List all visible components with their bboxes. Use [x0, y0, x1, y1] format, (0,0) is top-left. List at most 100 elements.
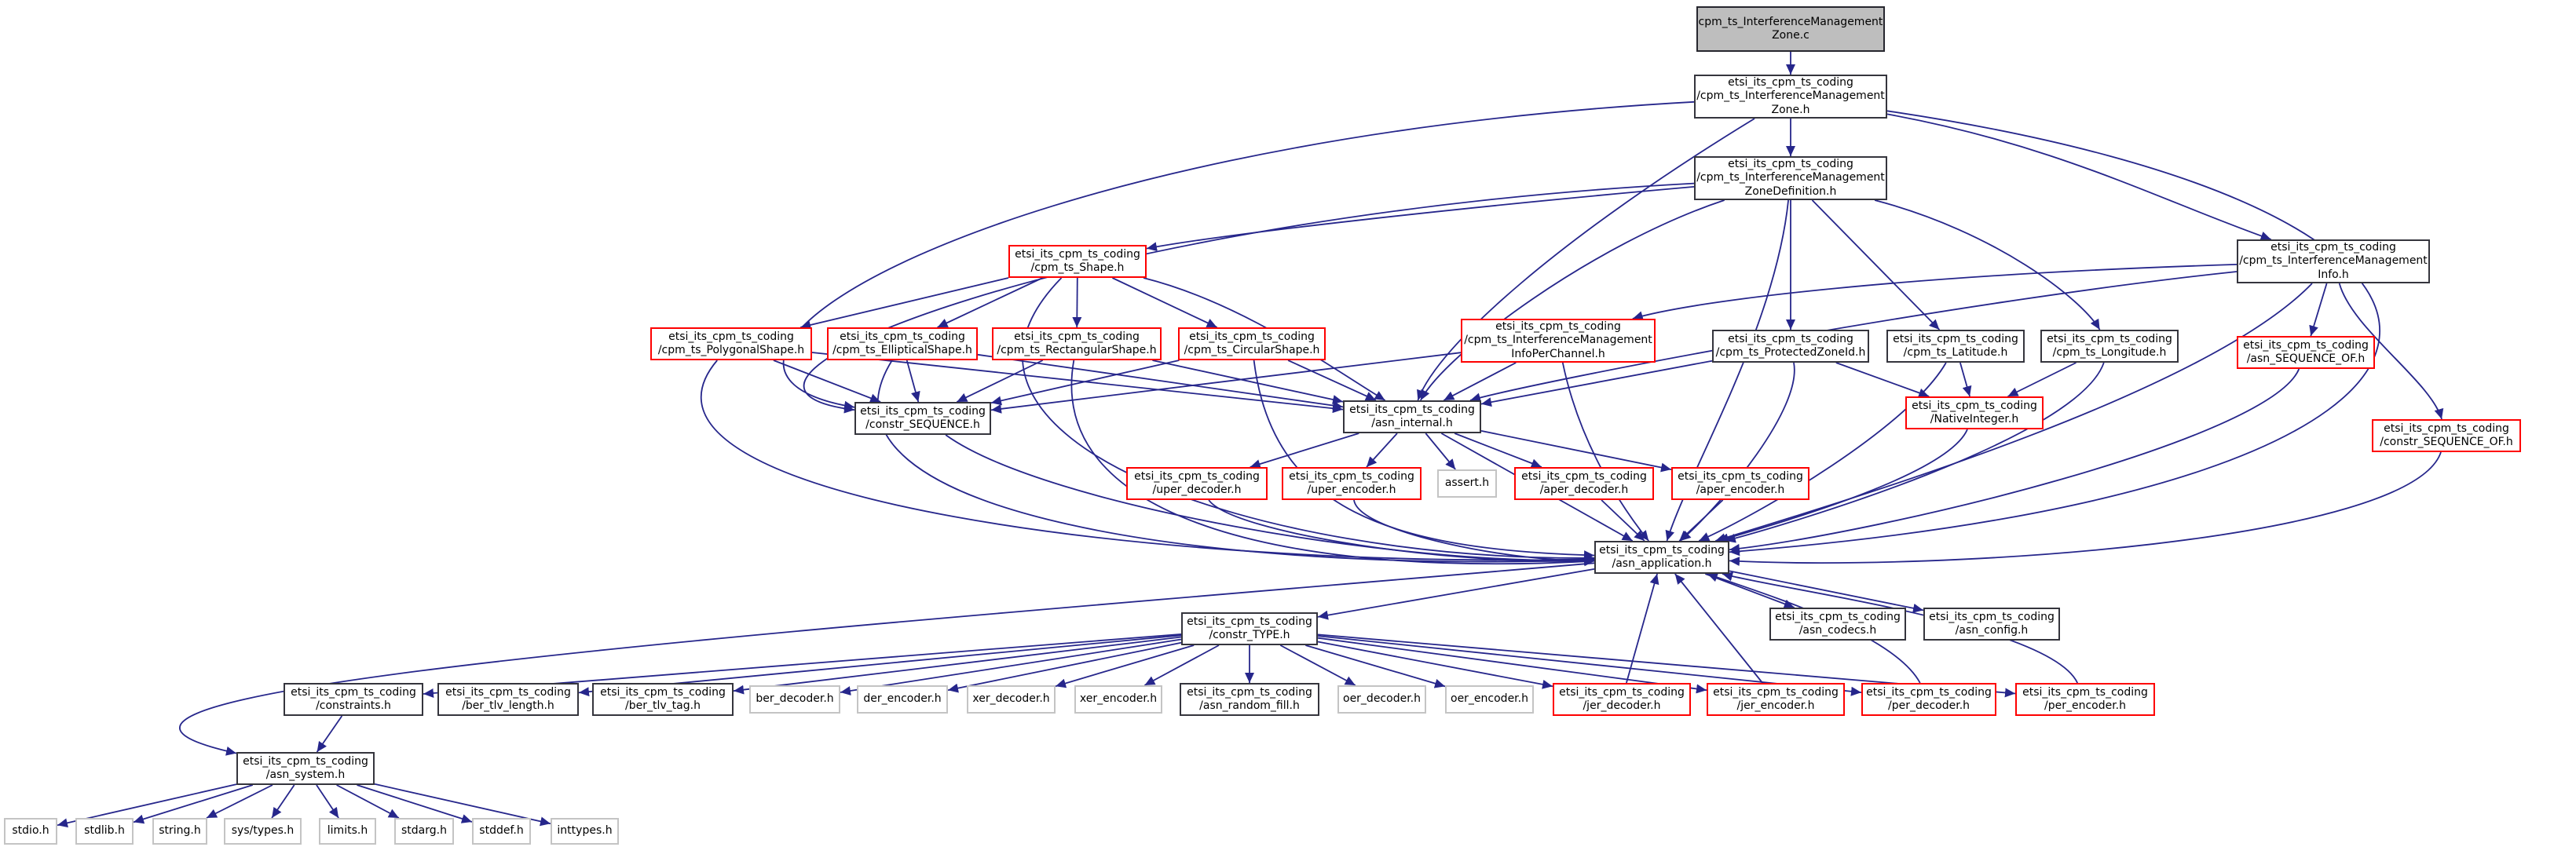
edge-protectedzoneid-nativeinteger: [1835, 362, 1930, 398]
node-label-line: etsi_its_cpm_ts_coding: [243, 754, 368, 768]
node-label-line: etsi_its_cpm_ts_coding: [668, 330, 794, 343]
node-constr_type[interactable]: etsi_its_cpm_ts_coding/constr_TYPE.h: [1181, 612, 1318, 645]
node-asn_internal[interactable]: etsi_its_cpm_ts_coding/asn_internal.h: [1343, 400, 1481, 433]
node-jer_encoder[interactable]: etsi_its_cpm_ts_coding/jer_encoder.h: [1707, 683, 1845, 716]
node-protectedzoneid[interactable]: etsi_its_cpm_ts_coding/cpm_ts_ProtectedZ…: [1712, 330, 1869, 363]
node-label-line: inttypes.h: [557, 824, 613, 838]
node-aper_decoder[interactable]: etsi_its_cpm_ts_coding/aper_decoder.h: [1514, 467, 1654, 500]
node-label-line: etsi_its_cpm_ts_coding: [1289, 469, 1414, 483]
node-zone_c[interactable]: cpm_ts_InterferenceManagement Zone.c: [1696, 6, 1885, 52]
node-label-line: /cpm_ts_PolygonalShape.h: [657, 344, 805, 356]
node-jer_decoder[interactable]: etsi_its_cpm_ts_coding/jer_decoder.h: [1553, 683, 1691, 716]
edge-constr_type-jer_encoder: [1317, 637, 1707, 694]
node-asn_system[interactable]: etsi_its_cpm_ts_coding/asn_system.h: [236, 752, 375, 785]
node-label-line: etsi_its_cpm_ts_coding: [445, 685, 571, 699]
edge-zone_h-asn_application: [1729, 110, 2380, 557]
node-per_decoder[interactable]: etsi_its_cpm_ts_coding/per_decoder.h: [1861, 683, 1996, 716]
node-label-line: string.h: [159, 824, 201, 838]
node-zone_h[interactable]: etsi_its_cpm_ts_coding/cpm_ts_Interferen…: [1694, 75, 1887, 119]
node-label-line: etsi_its_cpm_ts_coding: [1015, 247, 1140, 261]
node-uper_encoder[interactable]: etsi_its_cpm_ts_coding/uper_encoder.h: [1282, 467, 1422, 500]
edge-shape_h-rectangular: [1072, 277, 1082, 328]
edge-shape_h-circular: [1112, 277, 1217, 328]
node-asn_application[interactable]: etsi_its_cpm_ts_coding/asn_application.h: [1594, 541, 1729, 574]
edge-asn_sequence_of-asn_application: [1729, 368, 2300, 553]
node-asn_sequence_of[interactable]: etsi_its_cpm_ts_coding/asn_SEQUENCE_OF.h: [2237, 336, 2375, 369]
node-asn_config[interactable]: etsi_its_cpm_ts_coding/asn_config.h: [1923, 608, 2060, 641]
node-label-line: /asn_internal.h: [1371, 417, 1453, 429]
edge-circular-asn_internal: [1287, 360, 1377, 401]
node-latitude[interactable]: etsi_its_cpm_ts_coding/cpm_ts_Latitude.h: [1886, 330, 2025, 363]
node-ber_decoder: ber_decoder.h: [749, 685, 840, 714]
edge-uper_encoder-asn_application: [1353, 499, 1595, 566]
edge-protectedzoneid-asn_internal: [1480, 360, 1713, 407]
node-infoperchannel[interactable]: etsi_its_cpm_ts_coding/cpm_ts_Interferen…: [1461, 319, 1656, 363]
node-label-line: /asn_application.h: [1612, 557, 1712, 570]
node-label-line: stdarg.h: [401, 824, 447, 838]
node-constraints[interactable]: etsi_its_cpm_ts_coding/constraints.h: [284, 683, 423, 716]
node-label-line: /cpm_ts_CircularShape.h: [1184, 344, 1320, 356]
edge-constraints-asn_system: [316, 715, 343, 753]
node-label-line: etsi_its_cpm_ts_coding: [1187, 615, 1312, 628]
node-elliptical[interactable]: etsi_its_cpm_ts_coding/cpm_ts_Elliptical…: [827, 327, 978, 360]
node-shape_h[interactable]: etsi_its_cpm_ts_coding/cpm_ts_Shape.h: [1008, 245, 1147, 278]
edge-infoperchannel-asn_application: [1561, 362, 1649, 542]
node-info_h[interactable]: etsi_its_cpm_ts_coding/cpm_ts_Interferen…: [2237, 239, 2430, 283]
edge-protectedzoneid-asn_application: [1680, 362, 1795, 542]
edge-constr_type-jer_decoder: [1317, 641, 1553, 689]
edge-polygonal-asn_application: [701, 360, 1595, 564]
node-label-line: /NativeInteger.h: [1930, 413, 2019, 425]
node-sys_types: sys/types.h: [224, 818, 302, 845]
edge-constr_type-ber_tlv_tag: [733, 636, 1182, 695]
node-label-line: stdio.h: [12, 824, 49, 838]
edge-circular-constr_sequence: [990, 360, 1180, 406]
edge-asn_application-asn_codecs: [1704, 573, 1795, 609]
node-per_encoder[interactable]: etsi_its_cpm_ts_coding/per_encoder.h: [2015, 683, 2155, 716]
node-label-line: etsi_its_cpm_ts_coding: [1912, 399, 2037, 412]
node-label-line: /cpm_ts_InterferenceManagement: [2239, 254, 2428, 268]
node-uper_decoder[interactable]: etsi_its_cpm_ts_coding/uper_decoder.h: [1126, 467, 1268, 500]
node-asn_codecs[interactable]: etsi_its_cpm_ts_coding/asn_codecs.h: [1769, 608, 1906, 641]
node-constr_sequence[interactable]: etsi_its_cpm_ts_coding/constr_SEQUENCE.h: [854, 402, 991, 435]
node-polygonal[interactable]: etsi_its_cpm_ts_coding/cpm_ts_PolygonalS…: [650, 327, 812, 360]
edge-aper_decoder-asn_application: [1601, 499, 1645, 542]
node-label-line: etsi_its_cpm_ts_coding: [1678, 469, 1803, 483]
edge-constr_sequence_of-asn_application: [1729, 451, 2442, 567]
node-label-line: Zone.h: [1771, 103, 1810, 116]
node-circular[interactable]: etsi_its_cpm_ts_coding/cpm_ts_CircularSh…: [1178, 327, 1326, 360]
node-zonedef_h[interactable]: etsi_its_cpm_ts_coding/cpm_ts_Interferen…: [1694, 156, 1887, 200]
node-label-line: etsi_its_cpm_ts_coding: [2243, 338, 2369, 352]
edge-zonedef_h-shape_h: [1146, 186, 1695, 252]
node-ber_tlv_length[interactable]: etsi_its_cpm_ts_coding/ber_tlv_length.h: [437, 683, 579, 716]
node-stdarg: stdarg.h: [394, 818, 454, 845]
node-longitude[interactable]: etsi_its_cpm_ts_coding/cpm_ts_Longitude.…: [2040, 330, 2179, 363]
edge-nativeinteger-asn_application: [1718, 429, 1968, 543]
edge-info_h-infoperchannel: [1632, 264, 2238, 321]
node-label-line: Info.h: [2318, 268, 2349, 281]
node-label-line: etsi_its_cpm_ts_coding: [1189, 330, 1315, 343]
node-der_encoder: der_encoder.h: [857, 685, 948, 714]
node-label-line: stdlib.h: [84, 824, 125, 838]
edge-info_h-asn_sequence_of: [2309, 283, 2328, 337]
edge-constr_type-der_encoder: [947, 641, 1182, 693]
node-aper_encoder[interactable]: etsi_its_cpm_ts_coding/aper_encoder.h: [1671, 467, 1809, 500]
edge-zone_h-info_h: [1886, 113, 2271, 241]
edge-constr_type-oer_encoder: [1305, 644, 1446, 688]
edge-infoperchannel-constr_sequence: [990, 352, 1462, 414]
node-asn_random_fill[interactable]: etsi_its_cpm_ts_coding/asn_random_fill.h: [1180, 683, 1319, 716]
node-rectangular[interactable]: etsi_its_cpm_ts_coding/cpm_ts_Rectangula…: [992, 327, 1162, 360]
node-label-line: etsi_its_cpm_ts_coding: [1134, 469, 1260, 483]
node-nativeinteger[interactable]: etsi_its_cpm_ts_coding/NativeInteger.h: [1905, 396, 2044, 429]
node-label-line: etsi_its_cpm_ts_coding: [1728, 75, 1853, 89]
edge-jer_decoder-asn_application: [1626, 573, 1659, 684]
edge-asn_application-asn_config: [1729, 570, 1924, 613]
edge-polygonal-constr_sequence: [773, 360, 881, 403]
node-label-line: etsi_its_cpm_ts_coding: [1929, 610, 2055, 623]
node-ber_tlv_tag[interactable]: etsi_its_cpm_ts_coding/ber_tlv_tag.h: [592, 683, 734, 716]
node-constr_sequence_of[interactable]: etsi_its_cpm_ts_coding/constr_SEQUENCE_O…: [2372, 419, 2521, 452]
node-label-line: etsi_its_cpm_ts_coding: [1599, 543, 1725, 557]
edge-per_encoder-asn_application: [1722, 571, 2079, 684]
node-label-line: /per_encoder.h: [2044, 699, 2126, 712]
node-label-line: /asn_config.h: [1955, 624, 2029, 637]
